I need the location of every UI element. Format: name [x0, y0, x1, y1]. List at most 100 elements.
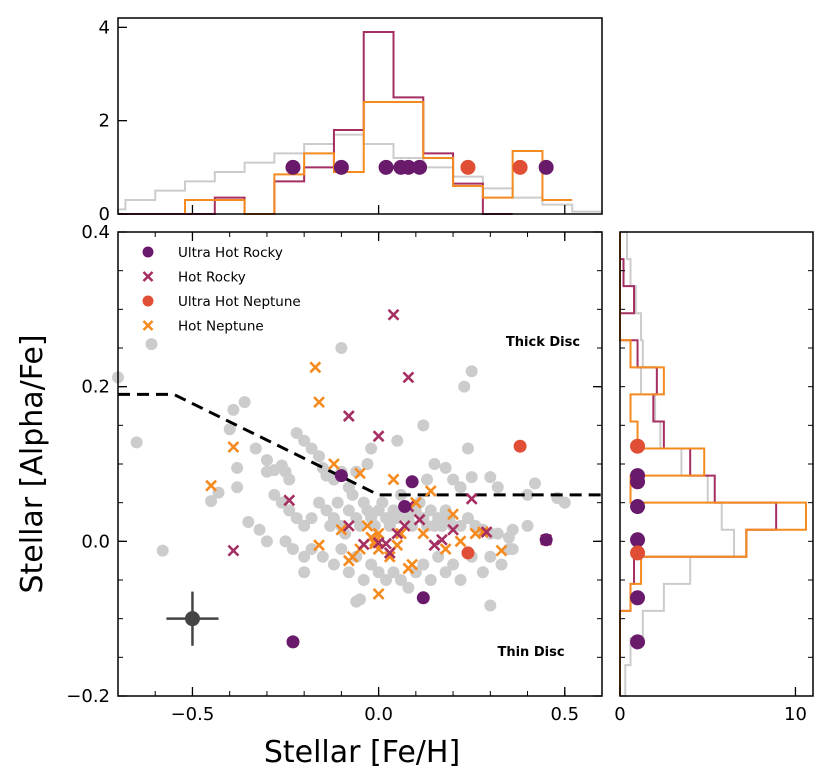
hot-neptune-point [417, 527, 430, 540]
background-point [283, 473, 296, 486]
ultra-hot-rocky-point [334, 469, 348, 483]
background-point [205, 495, 218, 508]
hot-rocky-point [447, 523, 459, 536]
background-point [298, 550, 311, 563]
hot-rocky-point [383, 547, 396, 559]
background-point [461, 442, 474, 455]
background-point [506, 523, 519, 536]
background-point [335, 543, 348, 556]
ultra-hot-rocky-point [416, 591, 430, 605]
background-point [521, 519, 534, 532]
background-point [290, 512, 303, 525]
hot-neptune-point [495, 544, 508, 557]
background-point [327, 558, 340, 571]
hot-rocky-point [357, 538, 370, 551]
top-point-ultra-hot-rocky [412, 159, 428, 175]
right-histogram-points [630, 438, 646, 650]
hot-neptune-point [395, 527, 407, 540]
background-point [391, 434, 404, 447]
hot-rocky-point [435, 533, 448, 546]
y-tick-label: 0.2 [81, 377, 110, 398]
background-point [394, 574, 407, 586]
right-panel-frame [619, 231, 814, 697]
hot-neptune-point [406, 558, 419, 571]
hot-neptune-point [454, 535, 467, 548]
hot-rocky-point [227, 544, 240, 557]
background-point [491, 527, 504, 540]
legend: Ultra Hot Rocky Hot Rocky Ultra Hot Neptun… [142, 245, 301, 335]
ultra-hot-neptune-point [461, 546, 475, 560]
background-point [327, 512, 340, 525]
background-point [268, 488, 281, 501]
top-hist-background [117, 133, 603, 214]
right-hist-neptune [619, 232, 807, 696]
background-point [350, 550, 363, 563]
hot-rocky-point [283, 494, 296, 507]
hot-neptune-point [309, 361, 322, 374]
legend-label-hot-neptune: Hot Neptune [178, 319, 264, 335]
right-histogram-panel: 0 10 [614, 231, 814, 725]
thin-thick-disc-divider-line [118, 392, 602, 497]
hot-neptune-point [335, 523, 348, 536]
background-point [387, 566, 400, 579]
right-hist-background [620, 231, 736, 697]
hot-rocky-point [372, 430, 385, 443]
background-point [346, 488, 359, 501]
hot-rocky-point [391, 527, 404, 540]
background-point [521, 488, 534, 501]
background-point [558, 496, 571, 509]
background-point [342, 566, 355, 579]
background-point [428, 458, 441, 470]
background-point [491, 481, 504, 494]
background-point [380, 574, 393, 586]
top-histogram-points [285, 159, 554, 175]
background-point [130, 436, 143, 449]
hot-rocky-point [342, 519, 355, 532]
background-point [156, 544, 169, 557]
background-point [223, 423, 236, 436]
legend-label-hot-rocky: Hot Rocky [178, 270, 246, 286]
background-point [313, 450, 326, 463]
right-point-ultra-hot-rocky [630, 532, 646, 548]
background-point [417, 558, 430, 571]
legend-marker-ultra-hot-neptune [142, 295, 154, 307]
right-point-ultra-hot-rocky [630, 634, 646, 650]
right-point-ultra-hot-rocky [630, 474, 646, 490]
background-point [227, 403, 240, 416]
background-point [424, 504, 437, 517]
hot-neptune-point [342, 554, 355, 567]
y-tick-label: 0.4 [81, 222, 110, 243]
y-tick-label: −0.2 [66, 686, 110, 707]
top-histogram-bars [117, 31, 603, 215]
background-point [421, 473, 434, 486]
typical-error-bar [166, 591, 219, 646]
ultra-hot-neptune-point [513, 439, 527, 453]
background-point [298, 566, 311, 579]
background-point [350, 595, 363, 608]
background-point [402, 581, 415, 594]
legend-marker-ultra-hot-rocky [142, 246, 154, 258]
top-panel-frame [117, 17, 603, 215]
background-point [424, 574, 437, 586]
top-point-ultra-hot-rocky [378, 159, 394, 175]
background-point [484, 471, 497, 484]
hot-neptune-point [354, 467, 366, 480]
x-tick-label: −0.5 [171, 704, 215, 725]
background-point [439, 566, 452, 579]
background-point [260, 454, 273, 467]
x-tick-label: 0.0 [364, 704, 393, 725]
y-tick-label: 0.0 [81, 531, 110, 552]
legend-marker-hot-neptune [142, 320, 154, 331]
hot-rocky-point [428, 539, 441, 552]
background-points-layer [112, 338, 571, 612]
background-point [454, 519, 467, 532]
error-bar-center [184, 611, 200, 627]
hot-rocky-point [387, 308, 400, 321]
background-point [342, 504, 355, 517]
background-point [417, 419, 430, 432]
hot-neptune-point [313, 396, 325, 409]
background-point [376, 496, 389, 509]
background-point [447, 558, 460, 571]
background-point [461, 512, 474, 525]
